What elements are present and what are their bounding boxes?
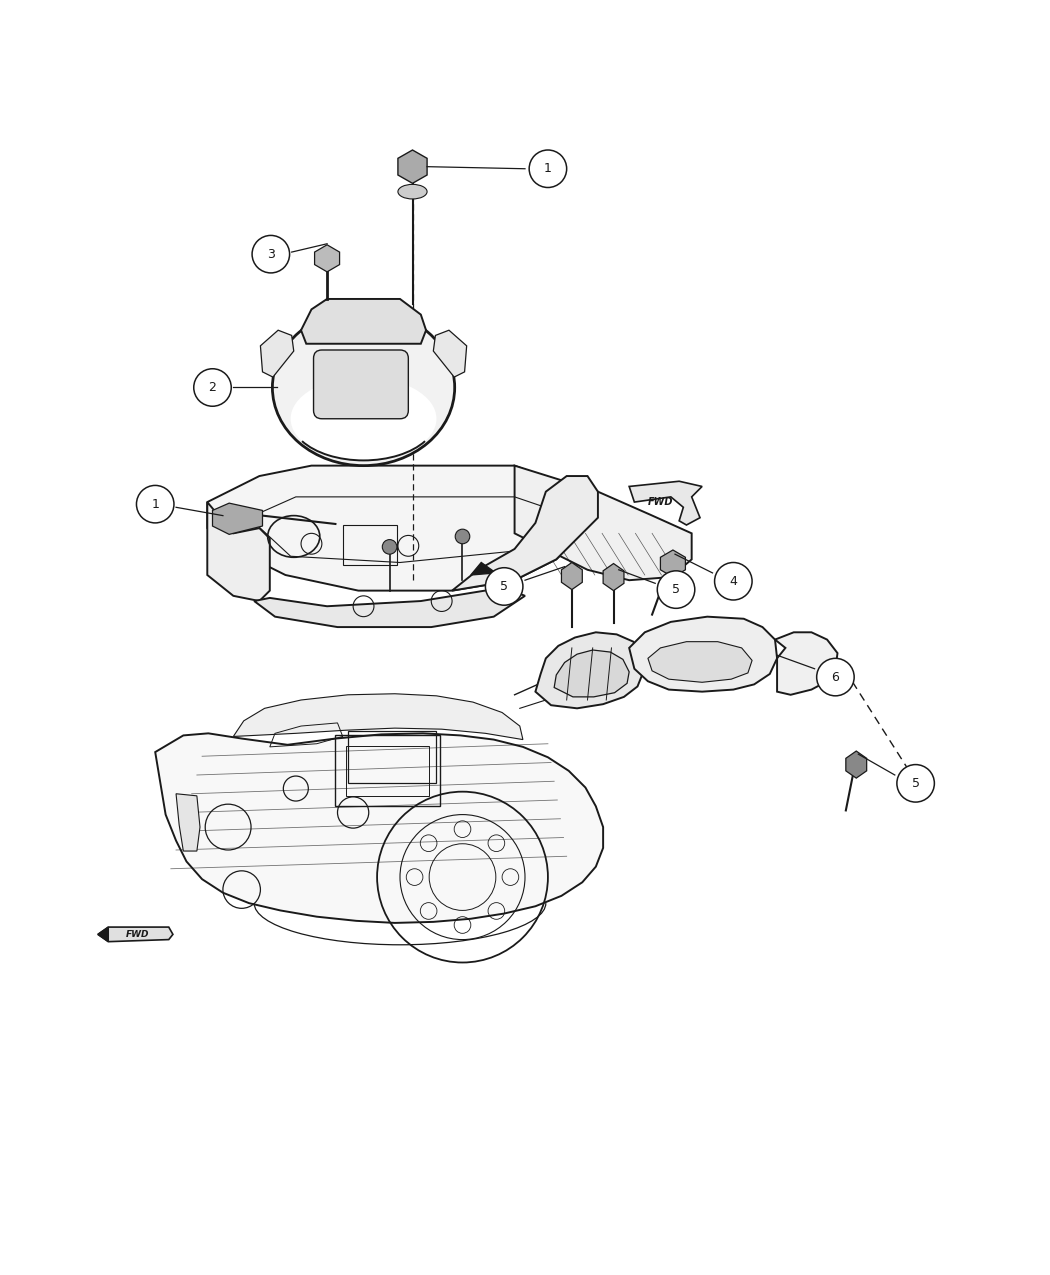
Polygon shape [629,481,702,525]
Circle shape [657,571,695,608]
Text: 5: 5 [500,580,508,593]
Polygon shape [98,927,173,942]
Circle shape [529,150,567,187]
Circle shape [194,368,231,407]
Polygon shape [629,617,777,691]
Polygon shape [660,550,686,578]
Text: 2: 2 [209,381,216,394]
Polygon shape [207,465,597,590]
Text: FWD: FWD [648,497,673,507]
Polygon shape [554,650,629,697]
Polygon shape [233,694,523,739]
Polygon shape [453,476,597,590]
Polygon shape [514,465,692,580]
Ellipse shape [272,310,455,465]
Text: FWD: FWD [126,929,149,938]
Circle shape [136,486,174,523]
Ellipse shape [398,185,427,199]
Polygon shape [775,632,838,695]
FancyBboxPatch shape [314,351,408,418]
Polygon shape [846,751,866,778]
Polygon shape [98,927,108,942]
Text: 5: 5 [672,583,680,597]
Polygon shape [434,330,466,377]
Polygon shape [155,733,603,923]
Circle shape [456,529,469,543]
Circle shape [897,765,934,802]
Ellipse shape [291,377,437,460]
Circle shape [715,562,752,601]
Polygon shape [562,562,583,589]
Polygon shape [254,588,525,627]
Circle shape [817,658,854,696]
Polygon shape [207,502,270,601]
Polygon shape [260,330,294,377]
Polygon shape [398,150,427,184]
Polygon shape [536,632,644,709]
Polygon shape [212,504,262,534]
Text: 3: 3 [267,247,275,260]
Polygon shape [603,564,624,590]
Text: 6: 6 [832,671,839,683]
Text: 1: 1 [544,162,552,175]
Text: 4: 4 [730,575,737,588]
Circle shape [252,236,290,273]
Circle shape [382,539,397,555]
Polygon shape [301,298,426,344]
Polygon shape [470,562,496,575]
Polygon shape [648,641,752,682]
Circle shape [485,567,523,606]
Text: 1: 1 [151,497,160,511]
Polygon shape [315,245,339,272]
Polygon shape [176,794,200,850]
Text: 5: 5 [911,776,920,789]
